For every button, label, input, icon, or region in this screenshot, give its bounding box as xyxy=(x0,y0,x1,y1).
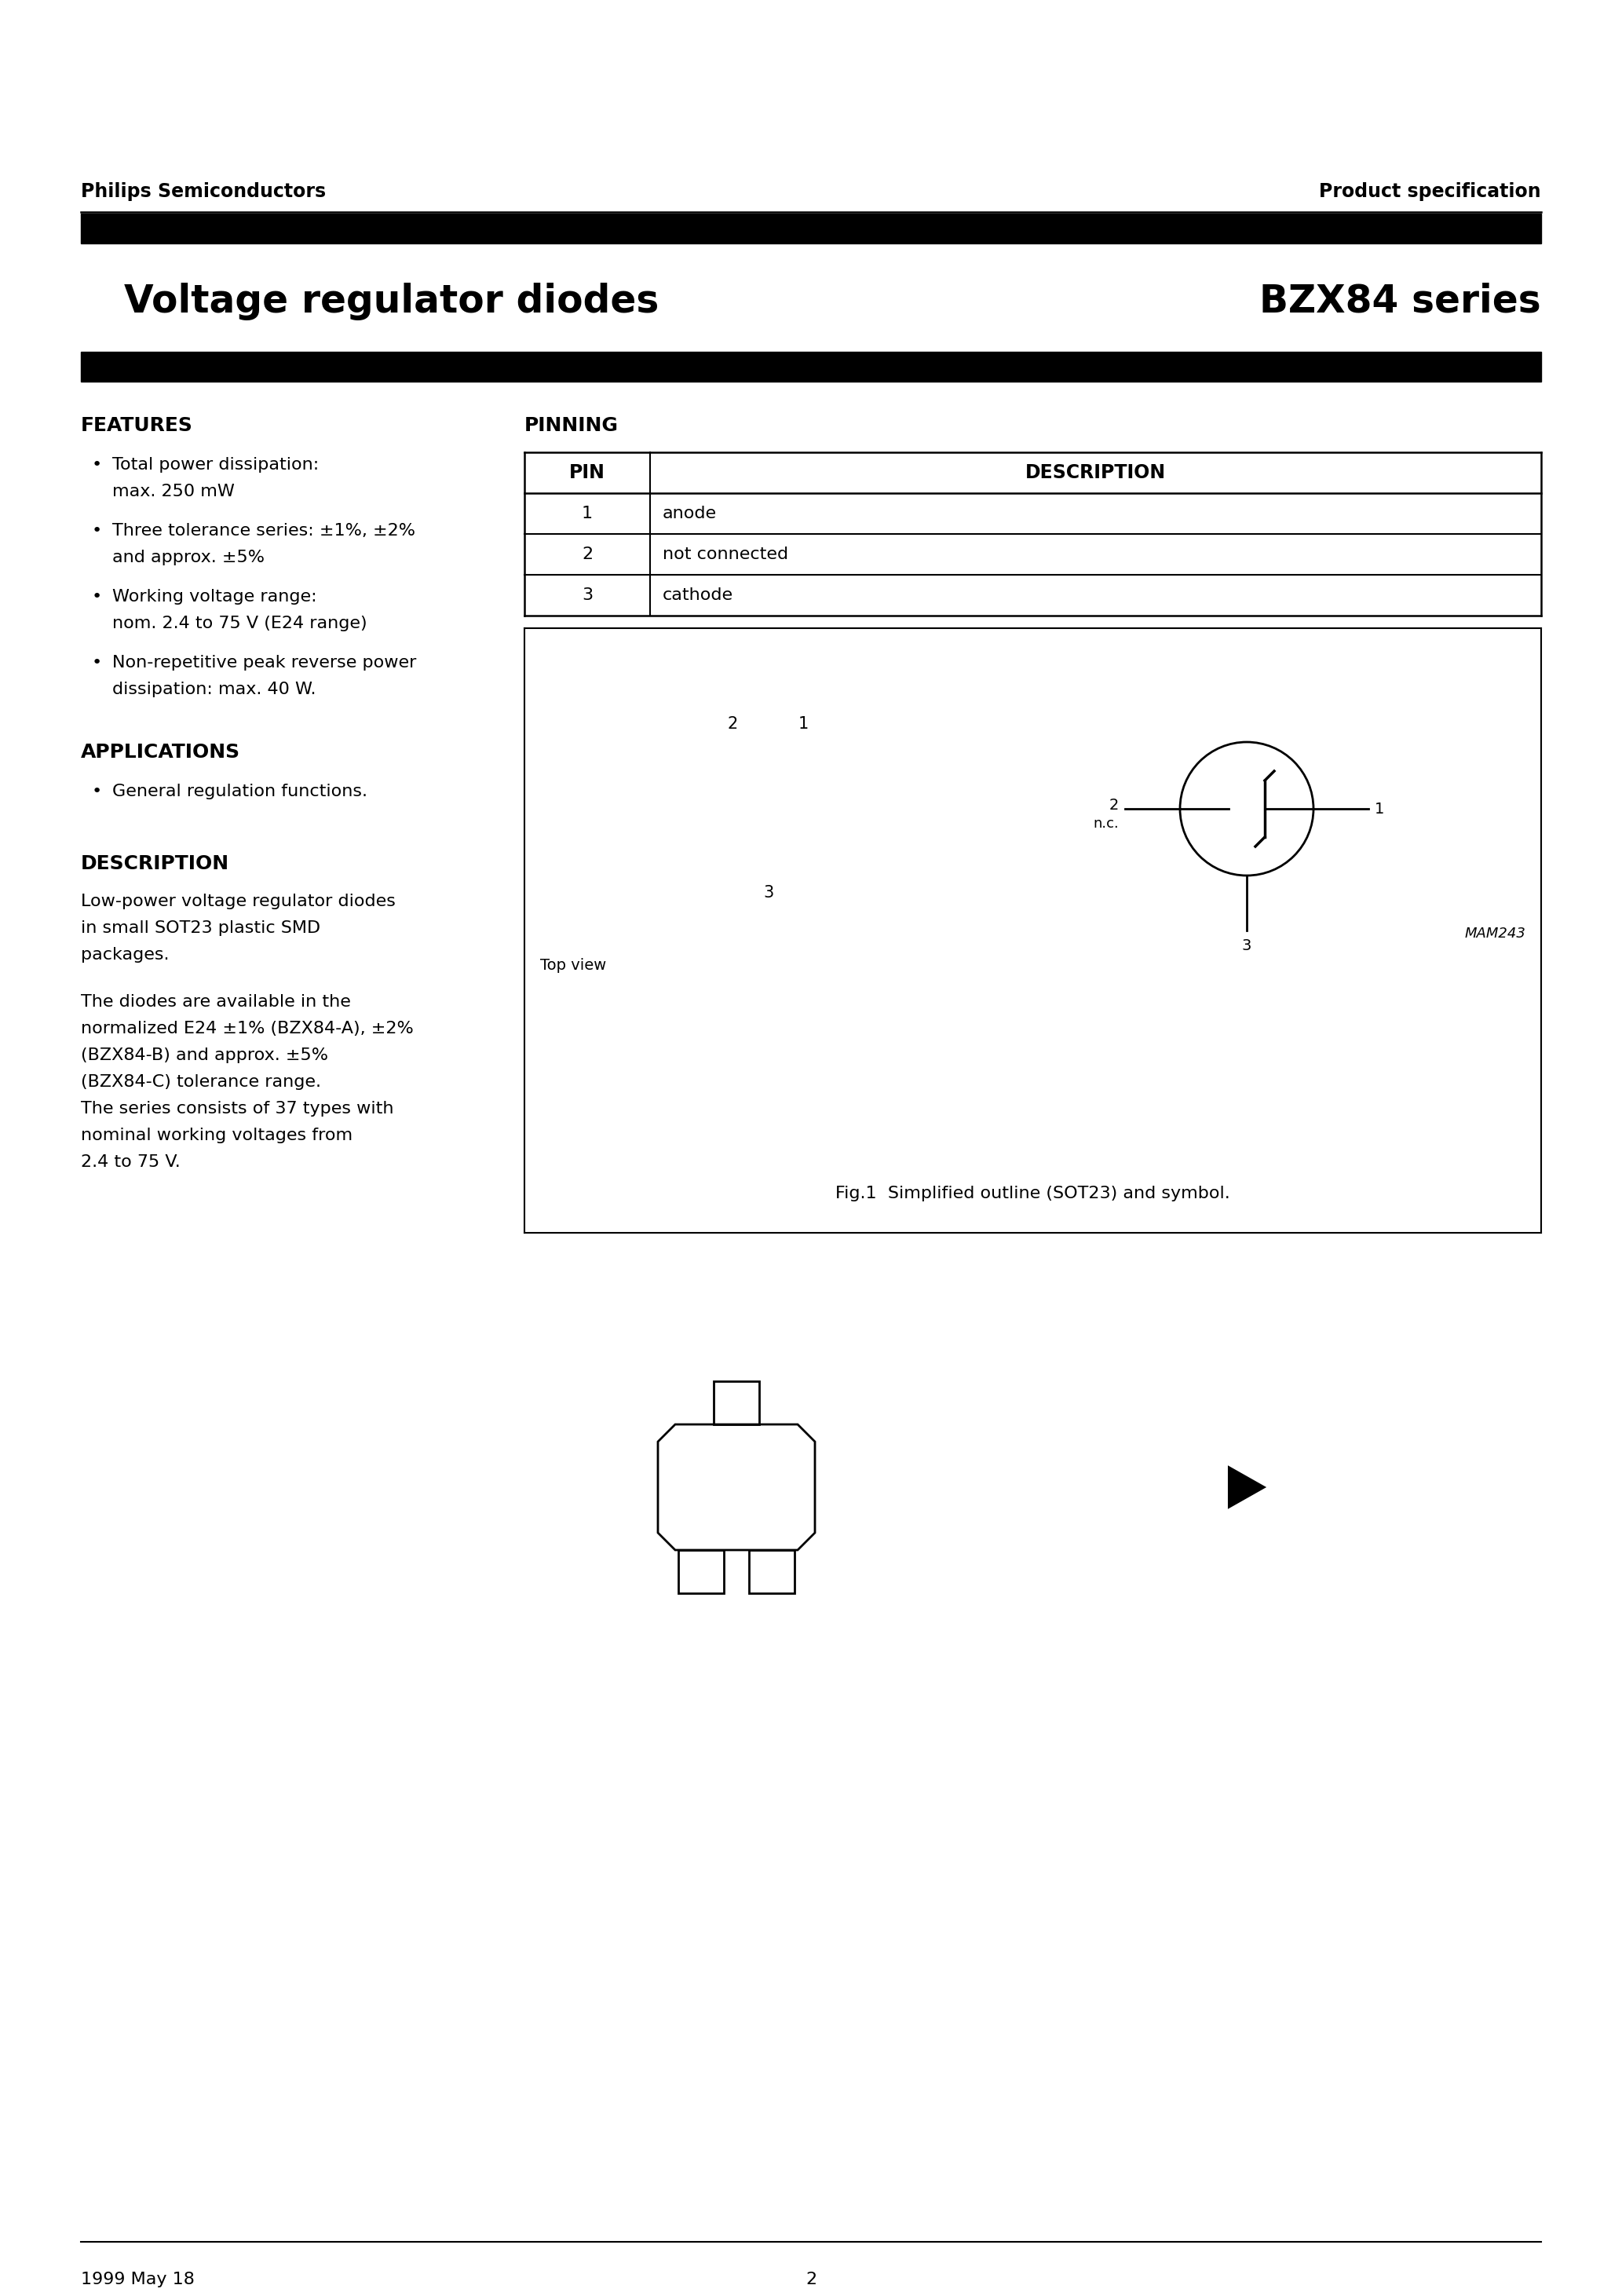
Text: 3: 3 xyxy=(1242,939,1252,953)
Text: nominal working voltages from: nominal working voltages from xyxy=(81,1127,352,1143)
Text: 3: 3 xyxy=(582,588,592,604)
Bar xyxy=(81,214,1541,243)
Text: Three tolerance series: ±1%, ±2%: Three tolerance series: ±1%, ±2% xyxy=(112,523,415,540)
Text: packages.: packages. xyxy=(81,946,169,962)
Text: cathode: cathode xyxy=(663,588,733,604)
Text: 2: 2 xyxy=(806,2271,816,2287)
Text: 1999 May 18: 1999 May 18 xyxy=(81,2271,195,2287)
Text: •: • xyxy=(92,783,102,799)
Text: Non-repetitive peak reverse power: Non-repetitive peak reverse power xyxy=(112,654,417,670)
Text: Low-power voltage regulator diodes: Low-power voltage regulator diodes xyxy=(81,893,396,909)
Text: 3: 3 xyxy=(762,884,774,900)
Text: 1: 1 xyxy=(582,505,592,521)
Text: 2.4 to 75 V.: 2.4 to 75 V. xyxy=(81,1155,180,1171)
Polygon shape xyxy=(1229,1467,1265,1508)
Text: The diodes are available in the: The diodes are available in the xyxy=(81,994,350,1010)
Text: 2: 2 xyxy=(582,546,592,563)
Text: (BZX84-B) and approx. ±5%: (BZX84-B) and approx. ±5% xyxy=(81,1047,328,1063)
Text: •: • xyxy=(92,523,102,540)
Text: nom. 2.4 to 75 V (E24 range): nom. 2.4 to 75 V (E24 range) xyxy=(112,615,367,631)
Text: Top view: Top view xyxy=(540,957,607,974)
Text: FEATURES: FEATURES xyxy=(81,416,193,434)
Text: MAM243: MAM243 xyxy=(1465,928,1525,941)
Text: DESCRIPTION: DESCRIPTION xyxy=(1025,464,1166,482)
Text: Total power dissipation:: Total power dissipation: xyxy=(112,457,320,473)
Text: normalized E24 ±1% (BZX84-A), ±2%: normalized E24 ±1% (BZX84-A), ±2% xyxy=(81,1022,414,1035)
Text: BZX84 series: BZX84 series xyxy=(1260,282,1541,321)
Text: Working voltage range:: Working voltage range: xyxy=(112,588,316,604)
Text: General regulation functions.: General regulation functions. xyxy=(112,783,368,799)
Text: Fig.1  Simplified outline (SOT23) and symbol.: Fig.1 Simplified outline (SOT23) and sym… xyxy=(835,1185,1229,1201)
Text: Product specification: Product specification xyxy=(1319,181,1541,202)
Text: 1: 1 xyxy=(798,716,809,732)
Text: in small SOT23 plastic SMD: in small SOT23 plastic SMD xyxy=(81,921,321,937)
Text: 1: 1 xyxy=(1375,801,1385,817)
Text: anode: anode xyxy=(663,505,717,521)
Text: dissipation: max. 40 W.: dissipation: max. 40 W. xyxy=(112,682,316,698)
Text: 2: 2 xyxy=(728,716,738,732)
Text: •: • xyxy=(92,457,102,473)
Text: and approx. ±5%: and approx. ±5% xyxy=(112,549,264,565)
Text: DESCRIPTION: DESCRIPTION xyxy=(81,854,229,872)
Text: Philips Semiconductors: Philips Semiconductors xyxy=(81,181,326,202)
Text: (BZX84-C) tolerance range.: (BZX84-C) tolerance range. xyxy=(81,1075,321,1091)
Text: PIN: PIN xyxy=(569,464,605,482)
Text: 2: 2 xyxy=(1109,797,1119,813)
Text: PINNING: PINNING xyxy=(524,416,618,434)
Text: APPLICATIONS: APPLICATIONS xyxy=(81,744,240,762)
Text: not connected: not connected xyxy=(663,546,788,563)
Bar xyxy=(81,351,1541,381)
Text: •: • xyxy=(92,654,102,670)
Text: Voltage regulator diodes: Voltage regulator diodes xyxy=(123,282,659,321)
Text: •: • xyxy=(92,588,102,604)
Text: n.c.: n.c. xyxy=(1093,817,1119,831)
Text: max. 250 mW: max. 250 mW xyxy=(112,484,235,501)
Text: The series consists of 37 types with: The series consists of 37 types with xyxy=(81,1100,394,1116)
